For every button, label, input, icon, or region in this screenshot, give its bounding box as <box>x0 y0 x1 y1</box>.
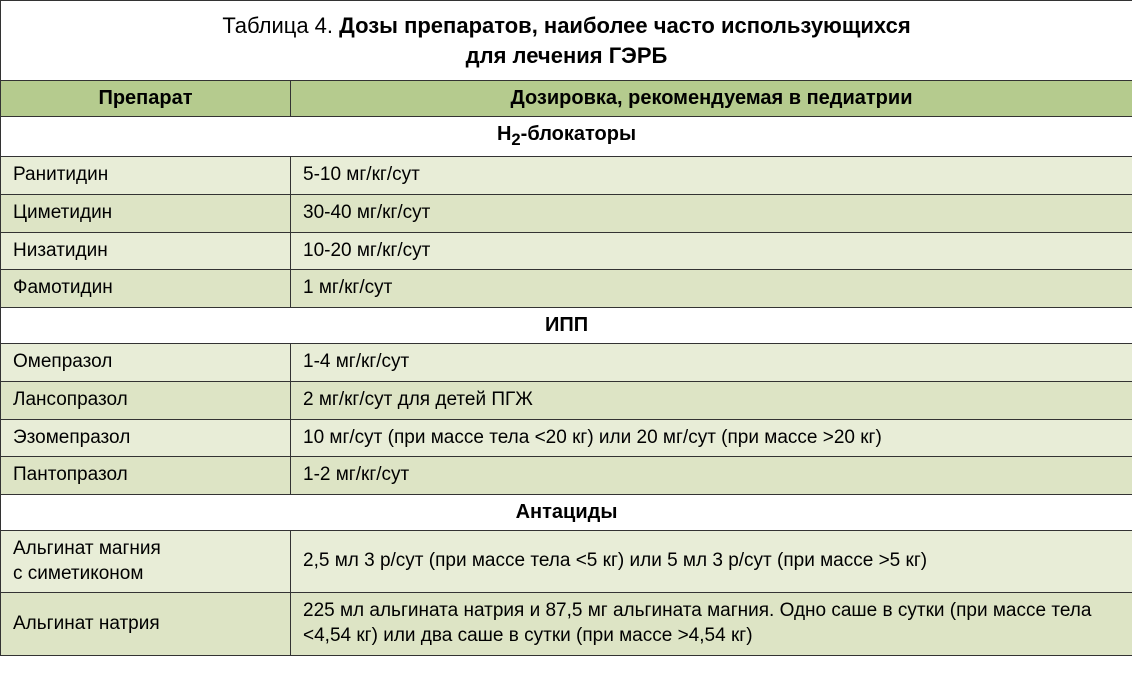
dosage-cell: 1-2 мг/кг/сут <box>291 457 1132 495</box>
dosage-cell: 10-20 мг/кг/сут <box>291 232 1132 270</box>
drug-name-cell: Ранитидин <box>1 157 291 195</box>
dosage-cell: 225 мл альгината натрия и 87,5 мг альгин… <box>291 593 1132 655</box>
dosage-cell: 2 мг/кг/сут для детей ПГЖ <box>291 381 1132 419</box>
drug-name-cell: Эзомепразол <box>1 419 291 457</box>
drug-name-cell: Альгинат натрия <box>1 593 291 655</box>
drug-name-cell: Циметидин <box>1 195 291 233</box>
table-title: Таблица 4. Дозы препаратов, наиболее час… <box>1 1 1132 81</box>
header-dose: Дозировка, рекомендуемая в педиатрии <box>291 81 1132 117</box>
dosage-cell: 5-10 мг/кг/сут <box>291 157 1132 195</box>
section-heading: Антациды <box>1 494 1132 530</box>
drug-name-cell: Пантопразол <box>1 457 291 495</box>
drug-name-cell: Лансопразол <box>1 381 291 419</box>
drug-name-cell: Фамотидин <box>1 270 291 308</box>
dosage-cell: 30-40 мг/кг/сут <box>291 195 1132 233</box>
drug-name-cell: Низатидин <box>1 232 291 270</box>
drug-name-cell: Омепразол <box>1 344 291 382</box>
dosage-cell: 1 мг/кг/сут <box>291 270 1132 308</box>
section-heading: ИПП <box>1 308 1132 344</box>
header-drug: Препарат <box>1 81 291 117</box>
dosage-cell: 1-4 мг/кг/сут <box>291 344 1132 382</box>
dosage-cell: 10 мг/сут (при массе тела <20 кг) или 20… <box>291 419 1132 457</box>
drug-name-cell: Альгинат магния с симетиконом <box>1 530 291 592</box>
gerd-dosage-table: Таблица 4. Дозы препаратов, наиболее час… <box>0 0 1132 656</box>
dosage-cell: 2,5 мл 3 р/сут (при массе тела <5 кг) ил… <box>291 530 1132 592</box>
section-heading: H2-блокаторы <box>1 117 1132 157</box>
